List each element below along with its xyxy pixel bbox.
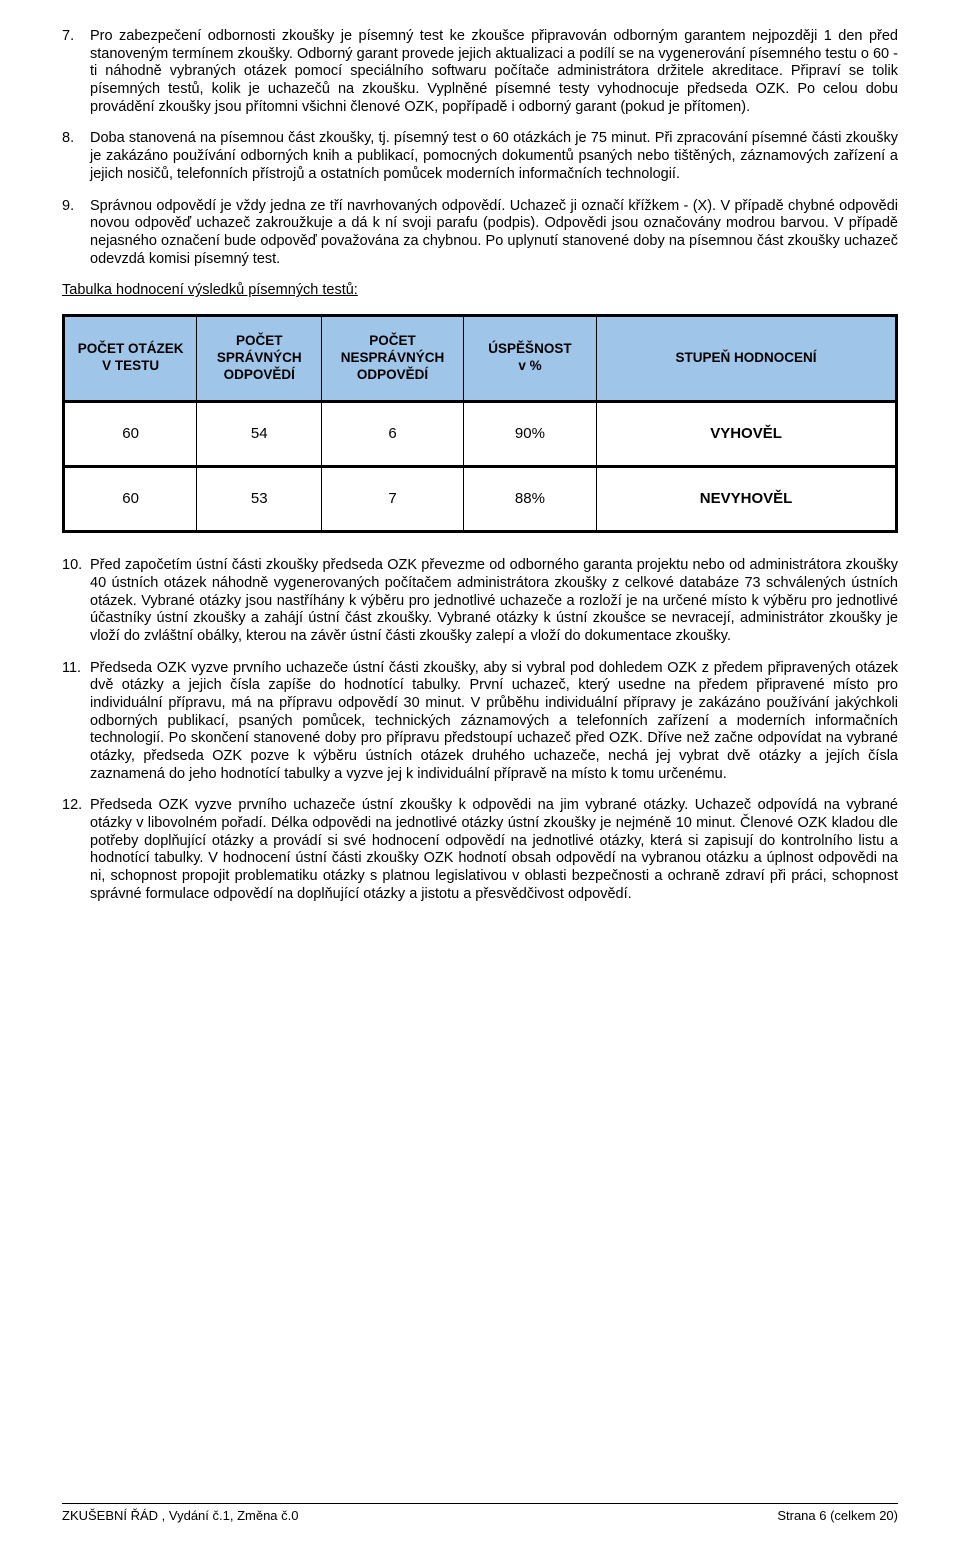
paragraph-item: 8.Doba stanovená na písemnou část zkoušk… [62,130,898,183]
paragraph-item: 7.Pro zabezpečení odbornosti zkoušky je … [62,28,898,116]
table-result-cell: VYHOVĚL [597,401,897,466]
paragraph-item: 9.Správnou odpovědí je vždy jedna ze tří… [62,198,898,269]
paragraph-number: 10. [62,557,90,645]
table-cell: 7 [322,466,464,531]
paragraph-item: 11.Předseda OZK vyzve prvního uchazeče ú… [62,660,898,784]
footer-left: ZKUŠEBNÍ ŘÁD , Vydání č.1, Změna č.0 [62,1508,299,1524]
paragraph-list-bottom: 10.Před započetím ústní části zkoušky př… [62,557,898,903]
table-row: 6053788%NEVYHOVĚL [64,466,897,531]
table-header-cell: ÚSPĚŠNOSTv % [463,315,596,401]
table-cell: 60 [64,401,197,466]
table-cell: 54 [197,401,322,466]
table-header-cell: POČET OTÁZEKV TESTU [64,315,197,401]
evaluation-table: POČET OTÁZEKV TESTUPOČETSPRÁVNÝCHODPOVĚD… [62,314,898,533]
table-header-cell: STUPEŇ HODNOCENÍ [597,315,897,401]
paragraph-number: 8. [62,130,90,183]
table-caption: Tabulka hodnocení výsledků písemných tes… [62,282,898,300]
paragraph-list-top: 7.Pro zabezpečení odbornosti zkoušky je … [62,28,898,268]
footer-right: Strana 6 (celkem 20) [777,1508,898,1524]
table-cell: 6 [322,401,464,466]
table-row: 6054690%VYHOVĚL [64,401,897,466]
paragraph-text: Předseda OZK vyzve prvního uchazeče ústn… [90,660,898,784]
page-footer: ZKUŠEBNÍ ŘÁD , Vydání č.1, Změna č.0 Str… [62,1503,898,1524]
paragraph-number: 7. [62,28,90,116]
paragraph-item: 10.Před započetím ústní části zkoušky př… [62,557,898,645]
paragraph-number: 12. [62,797,90,903]
paragraph-text: Předseda OZK vyzve prvního uchazeče ústn… [90,797,898,903]
table-cell: 53 [197,466,322,531]
paragraph-text: Správnou odpovědí je vždy jedna ze tří n… [90,198,898,269]
table-cell: 88% [463,466,596,531]
table-cell: 90% [463,401,596,466]
paragraph-item: 12.Předseda OZK vyzve prvního uchazeče ú… [62,797,898,903]
paragraph-number: 11. [62,660,90,784]
paragraph-text: Doba stanovená na písemnou část zkoušky,… [90,130,898,183]
paragraph-number: 9. [62,198,90,269]
paragraph-text: Před započetím ústní části zkoušky předs… [90,557,898,645]
table-result-cell: NEVYHOVĚL [597,466,897,531]
paragraph-text: Pro zabezpečení odbornosti zkoušky je pí… [90,28,898,116]
table-header-cell: POČETNESPRÁVNÝCHODPOVĚDÍ [322,315,464,401]
table-cell: 60 [64,466,197,531]
table-header-cell: POČETSPRÁVNÝCHODPOVĚDÍ [197,315,322,401]
